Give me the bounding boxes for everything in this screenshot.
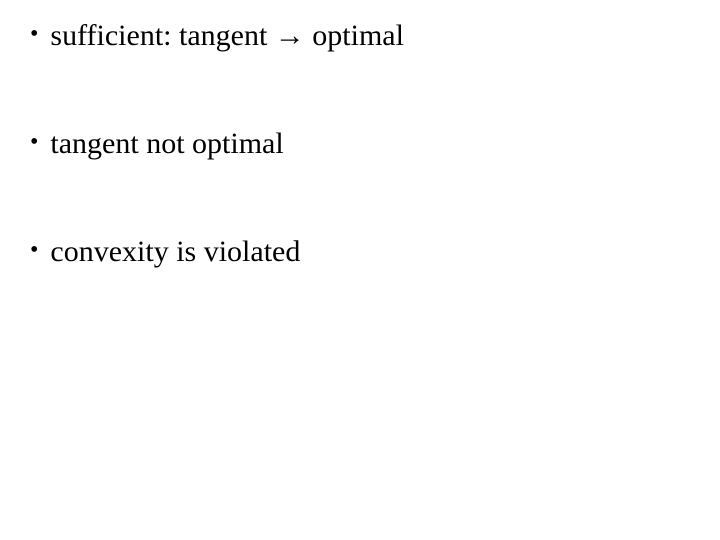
- bullet-text: tangent not optimal: [50, 126, 283, 162]
- bullet-text: sufficient: tangent → optimal: [50, 18, 404, 54]
- bullet-marker-icon: •: [30, 126, 38, 160]
- bullet-text: convexity is violated: [50, 234, 300, 270]
- bullet-marker-icon: •: [30, 234, 38, 268]
- bullet-item: • convexity is violated: [30, 234, 720, 270]
- bullet-item: • sufficient: tangent → optimal: [30, 18, 720, 54]
- bullet-item: • tangent not optimal: [30, 126, 720, 162]
- bullet-list: • sufficient: tangent → optimal • tangen…: [30, 18, 720, 270]
- bullet-marker-icon: •: [30, 18, 38, 52]
